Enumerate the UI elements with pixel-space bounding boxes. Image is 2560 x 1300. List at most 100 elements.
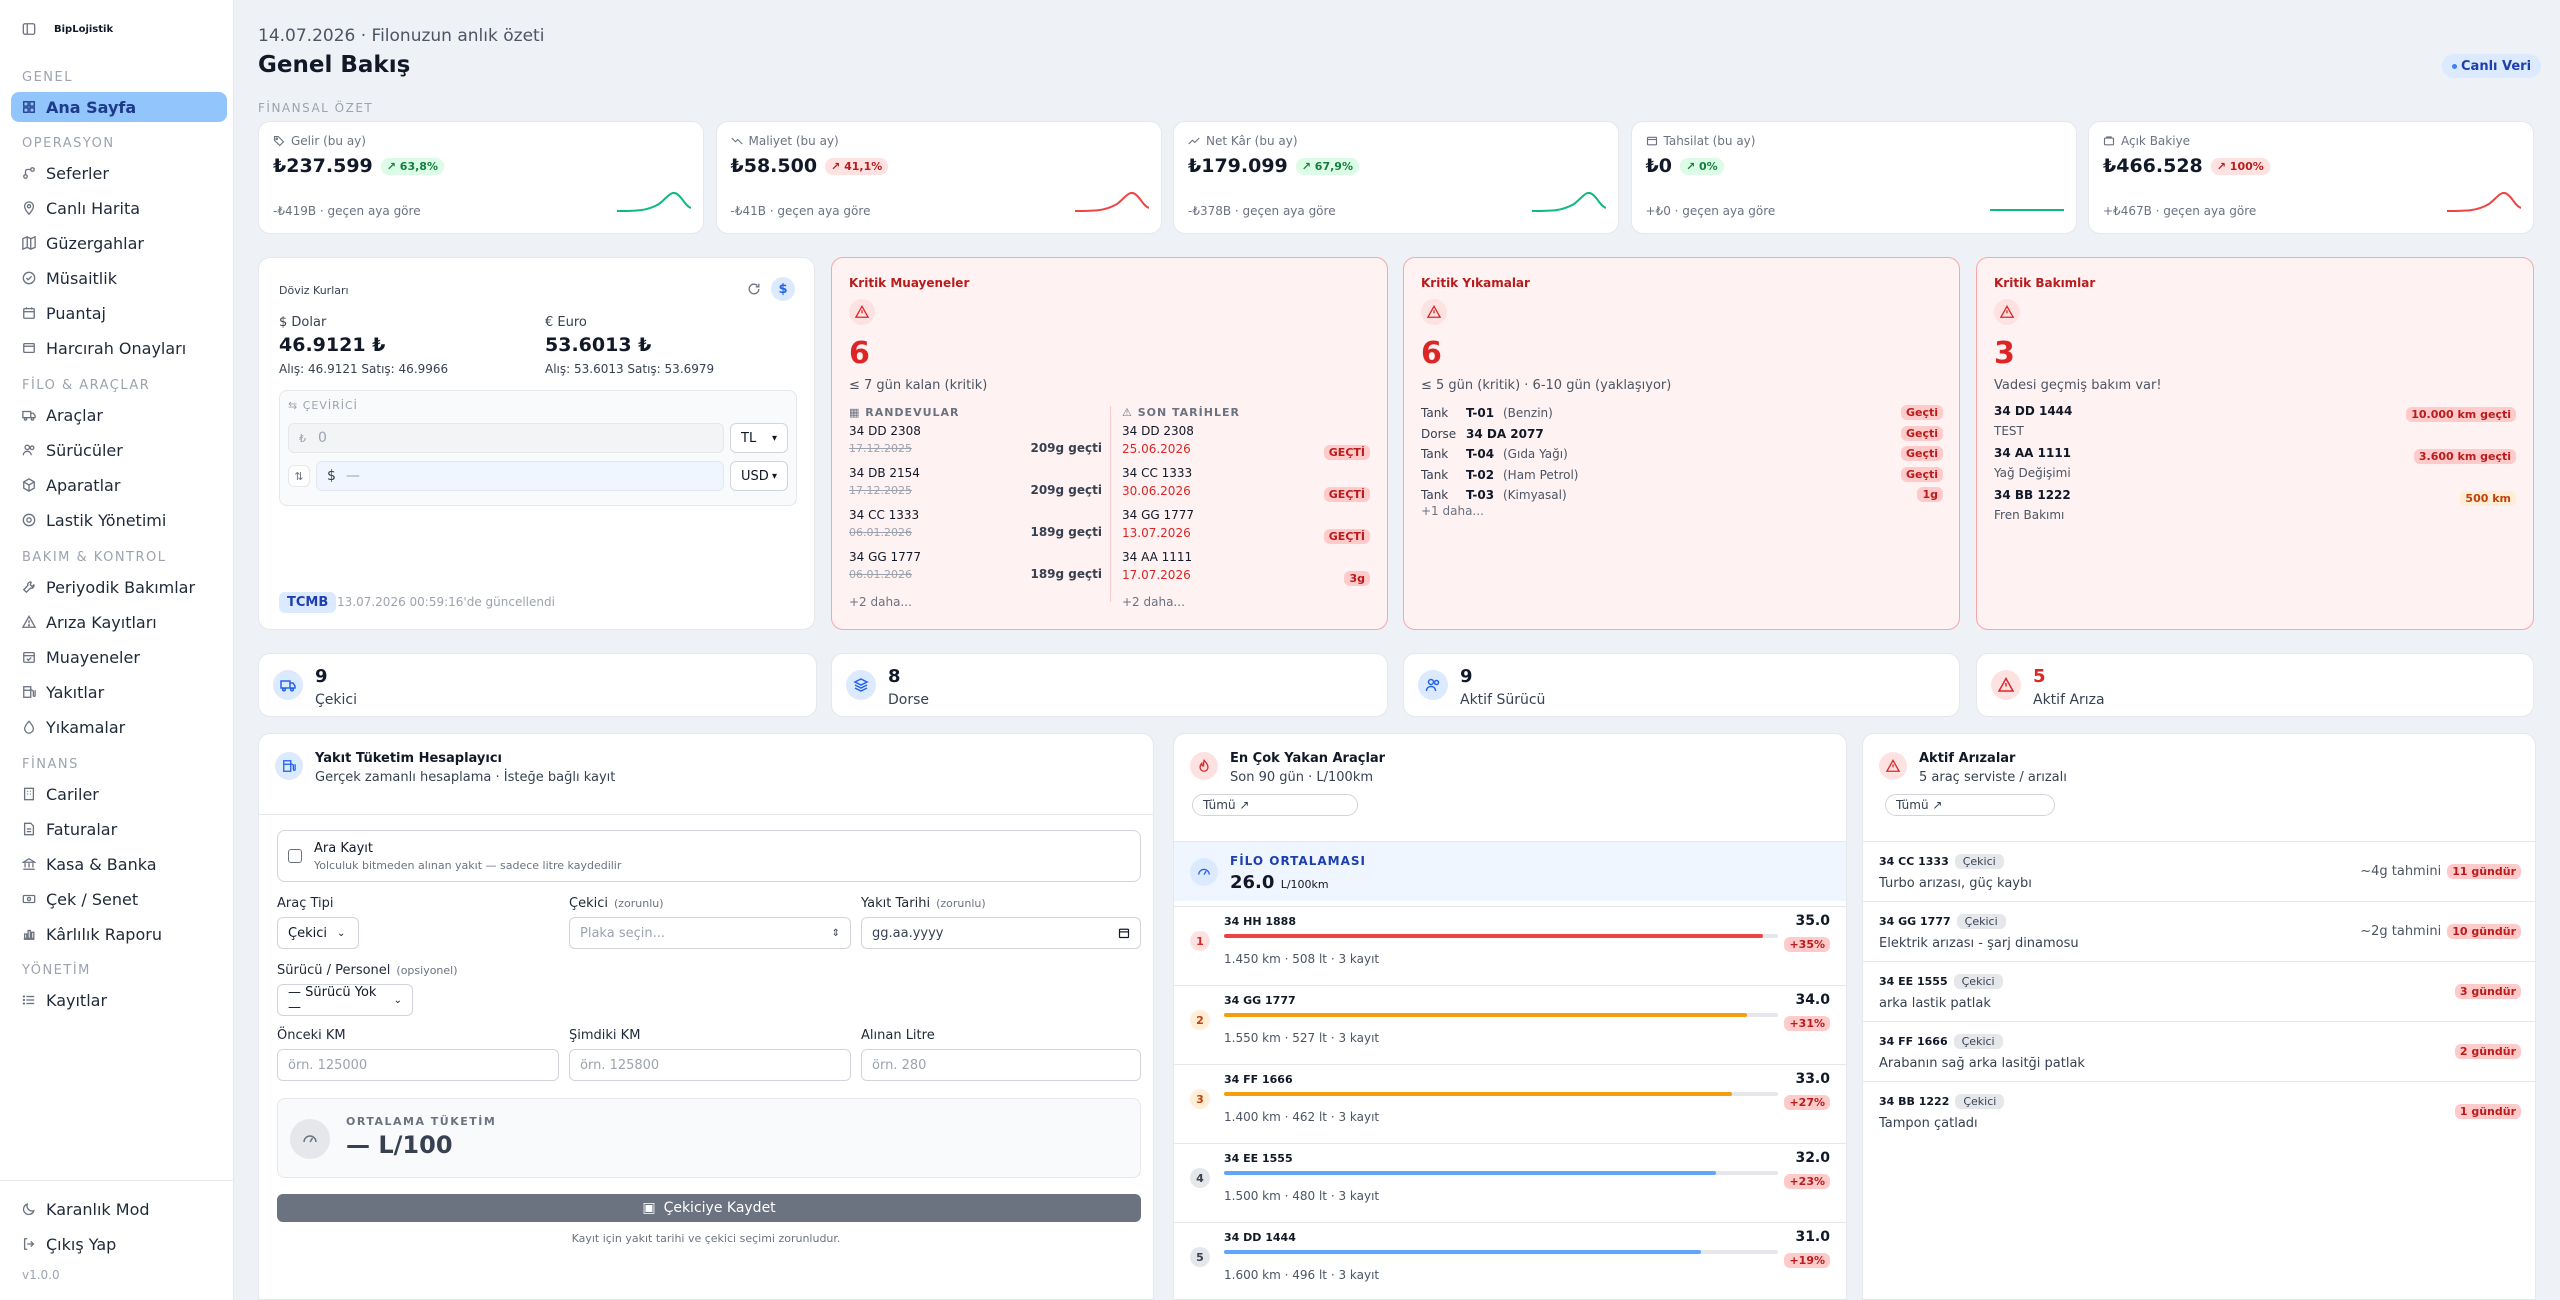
summary-faults[interactable]: 5 Aktif Arıza [1976,653,2534,717]
deadline-plate[interactable]: 34 AA 1111 [1122,550,1193,564]
kpi-card[interactable]: Net Kâr (bu ay) ₺179.099 ↗ 67,9% -₺378B · g… [1173,121,1619,234]
tarih-input[interactable]: gg.aa.yyyy [861,917,1141,949]
fault-row[interactable]: 34 CC 1333 Çekici Turbo arızası, güç kaybı… [1863,841,2535,901]
vehicle-row[interactable]: 4 34 EE 1555 1.500 km · 480 lt · 3 kayıt 32… [1174,1143,1846,1222]
nav-puantaj[interactable]: Puantaj [11,298,227,328]
arac-tipi-select[interactable]: Çekici ⌄ [277,917,359,949]
nav-faturalar[interactable]: Faturalar [11,814,227,844]
critical-inspections-card[interactable]: Kritik Muayeneler 6 ≤ 7 gün kalan (kriti… [831,257,1388,630]
critical-washes-card[interactable]: Kritik Yıkamalar 6 ≤ 5 gün (kritik) · 6-… [1403,257,1960,630]
filter-select[interactable]: Tümü ↗ [1192,794,1358,816]
sidebar-toggle-icon[interactable] [22,22,36,36]
nav-canli-harita[interactable]: Canlı Harita [11,193,227,223]
fault-row[interactable]: 34 EE 1555 Çekici arka lastik patlak 3 günd… [1863,961,2535,1021]
filter-select[interactable]: Tümü ↗ [1885,794,2055,816]
wash-row[interactable]: Tank T-03 (Kimyasal) 1g [1421,487,1943,506]
convert-to-input[interactable]: $ — [316,461,724,491]
nav-ariza[interactable]: Arıza Kayıtları [11,607,227,637]
nav-cariler[interactable]: Cariler [11,779,227,809]
save-button[interactable]: ▣ Çekiciye Kaydet [277,1194,1141,1222]
summary-dorse[interactable]: 8 Dorse [831,653,1388,717]
nav-karlilik[interactable]: Kârlılık Raporu [11,919,227,949]
wash-row[interactable]: Tank T-01 (Benzin) Geçti [1421,405,1943,424]
more-appointments[interactable]: +2 daha... [849,595,912,609]
nav-label: Arıza Kayıtları [46,612,157,632]
simdiki-km-input[interactable]: örn. 125800 [569,1049,851,1081]
wash-row[interactable]: Tank T-04 (Gıda Yağı) Geçti [1421,446,1943,465]
summary-label: Çekici [315,692,357,708]
summary-count: 9 [315,666,328,687]
fault-row[interactable]: 34 GG 1777 Çekici Elektrik arızası - şarj … [1863,901,2535,961]
kpi-label-text: Gelir (bu ay) [291,134,366,148]
nav-harcirah[interactable]: Harcırah Onayları [11,333,227,363]
consumption-bar-track [1224,1250,1778,1254]
badge-text: +19% [1784,1253,1830,1268]
nav-yikamalar[interactable]: Yıkamalar [11,712,227,742]
kpi-label: Gelir (bu ay) [273,134,366,148]
surucu-select[interactable]: — Sürücü Yok — ⌄ [277,984,413,1016]
nav-yakitlar[interactable]: Yakıtlar [11,677,227,707]
vehicle-row[interactable]: 5 34 DD 1444 1.600 km · 496 lt · 3 kayıt 31… [1174,1222,1846,1299]
critical-maintenance-card[interactable]: Kritik Bakımlar 3 Vadesi geçmiş bakım va… [1976,257,2534,630]
vehicle-change: +27% [1784,1091,1830,1110]
avg-value: — L/100 [346,1131,453,1159]
nav-aparatlar[interactable]: Aparatlar [11,470,227,500]
maintenance-plate[interactable]: 34 DD 1444 [1994,404,2073,418]
appointment-plate[interactable]: 34 GG 1777 [849,550,922,564]
nav-seferler[interactable]: Seferler [11,158,227,188]
wash-row[interactable]: Dorse 34 DA 2077 Geçti [1421,425,1943,445]
fault-row[interactable]: 34 FF 1666 Çekici Arabanın sağ arka lasitğ… [1863,1021,2535,1081]
nav-guzergahlar[interactable]: Güzergahlar [11,228,227,258]
nav-muayeneler[interactable]: Muayeneler [11,642,227,672]
deadline-plate[interactable]: 34 GG 1777 [1122,508,1195,522]
nav-kasa[interactable]: Kasa & Banka [11,849,227,879]
appointment-plate[interactable]: 34 CC 1333 [849,508,920,522]
onceki-km-input[interactable]: örn. 125000 [277,1049,559,1081]
nav-periyodik[interactable]: Periyodik Bakımlar [11,572,227,602]
deadline-plate[interactable]: 34 CC 1333 [1122,466,1193,480]
calendar-icon[interactable] [1118,927,1130,939]
more-washes[interactable]: +1 daha... [1421,504,1484,518]
kpi-card[interactable]: Tahsilat (bu ay) ₺0 ↗ 0% +₺0 · geçen aya gö… [1630,121,2077,234]
nav-suruculer[interactable]: Sürücüler [11,435,227,465]
nav-cek[interactable]: Çek / Senet [11,884,227,914]
nav-ana-sayfa[interactable]: Ana Sayfa [11,92,227,122]
section-filo: FİLO & ARAÇLAR [22,378,151,393]
litre-input[interactable]: örn. 280 [861,1049,1141,1081]
maintenance-plate[interactable]: 34 BB 1222 [1994,488,2071,502]
summary-cekici[interactable]: 9 Çekici [258,653,817,717]
maintenance-plate[interactable]: 34 AA 1111 [1994,446,2072,460]
nav-kayitlar[interactable]: Kayıtlar [11,985,227,1015]
nav-label: Sürücüler [46,440,123,460]
more-deadlines[interactable]: +2 daha... [1122,595,1185,609]
summary-drivers[interactable]: 9 Aktif Sürücü [1403,653,1960,717]
vehicle-row[interactable]: 3 34 FF 1666 1.400 km · 462 lt · 3 kayıt 33… [1174,1064,1846,1143]
ara-kayit-box[interactable]: Ara Kayıt Yolculuk bitmeden alınan yakıt… [277,830,1141,882]
convert-from-input[interactable]: ₺ 0 [288,423,724,453]
swap-icon[interactable]: ⇅ [288,465,310,487]
kpi-card[interactable]: Gelir (bu ay) ₺237.599 ↗ 63,8% -₺419B · geç… [258,121,704,234]
kpi-card[interactable]: Açık Bakiye ₺466.528 ↗ 100% +₺467B · geçen … [2088,121,2534,234]
nav-araclar[interactable]: Araçlar [11,400,227,430]
brand-logo[interactable]: BipLojistik [54,23,114,35]
vehicle-row[interactable]: 1 34 HH 1888 1.450 km · 508 lt · 3 kayıt 35… [1174,906,1846,985]
cekici-select[interactable]: Plaka seçin... ⇕ [569,917,851,949]
vehicle-row[interactable]: 2 34 GG 1777 1.550 km · 527 lt · 3 kayıt 34… [1174,985,1846,1064]
vehicle-plate: 34 FF 1666 [1224,1073,1293,1086]
vehicle-plate: 34 GG 1777 [1224,994,1296,1007]
appointment-plate[interactable]: 34 DD 2308 [849,424,921,438]
nav-lastik[interactable]: Lastik Yönetimi [11,505,227,535]
fault-row[interactable]: 34 BB 1222 Çekici Tampon çatladı 1 gündür [1863,1081,2535,1141]
kpi-card[interactable]: Maliyet (bu ay) ₺58.500 ↗ 41,1% -₺41B · geç… [715,121,1162,234]
dark-mode-toggle[interactable]: Karanlık Mod [11,1194,227,1224]
from-currency-select[interactable]: TL ▾ [730,423,788,453]
refresh-icon[interactable] [747,282,761,296]
logout-button[interactable]: Çıkış Yap [11,1229,227,1259]
wash-row[interactable]: Tank T-02 (Ham Petrol) Geçti [1421,466,1943,486]
ara-kayit-checkbox[interactable] [288,849,302,863]
dollar-icon[interactable]: $ [771,277,795,301]
deadline-plate[interactable]: 34 DD 2308 [1122,424,1194,438]
appointment-plate[interactable]: 34 DB 2154 [849,466,920,480]
nav-musaitlik[interactable]: Müsaitlik [11,263,227,293]
to-currency-select[interactable]: USD ▾ [730,461,788,491]
